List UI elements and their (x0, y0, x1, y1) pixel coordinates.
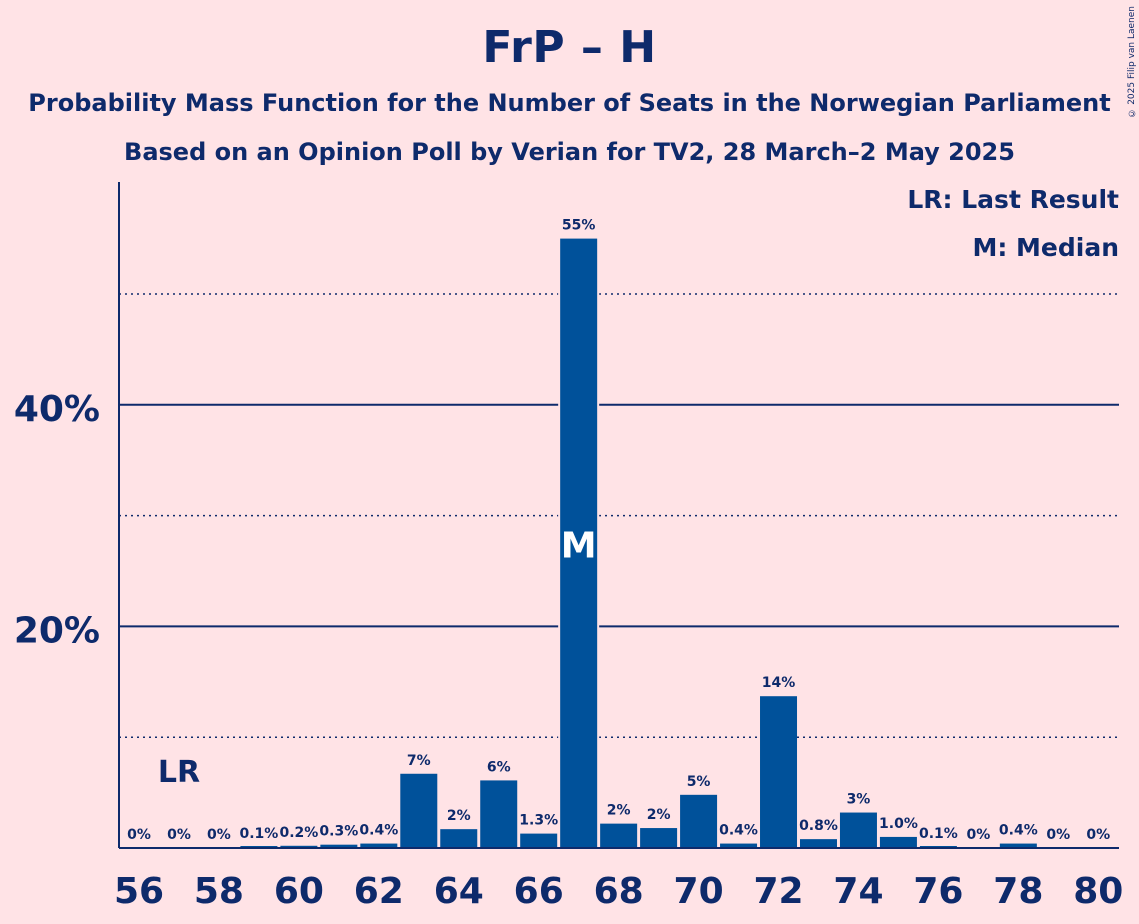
x-tick-label: 80 (1073, 871, 1123, 912)
data-label-68: 2% (607, 803, 631, 819)
chart-subtitle-line2: Based on an Opinion Poll by Verian for T… (124, 138, 1015, 166)
bar-66 (520, 833, 558, 848)
data-label-67: 55% (562, 218, 596, 234)
data-label-69: 2% (647, 807, 671, 823)
data-label-74: 3% (847, 792, 871, 808)
x-tick-label: 74 (833, 871, 883, 912)
data-label-58: 0% (207, 827, 231, 843)
x-tick-label: 76 (913, 871, 963, 912)
median-marker: M (561, 525, 597, 566)
data-label-64: 2% (447, 808, 471, 824)
chart-title: FrP – H (482, 22, 657, 73)
bar-60 (280, 845, 318, 848)
bar-71 (720, 843, 758, 848)
bar-63 (400, 773, 438, 848)
data-label-71: 0.4% (719, 823, 758, 839)
bar-65 (480, 780, 518, 848)
data-label-75: 1.0% (879, 816, 918, 832)
x-tick-label: 66 (514, 871, 564, 912)
bar-75 (879, 836, 917, 848)
last-result-marker: LR (158, 755, 200, 790)
x-tick-label: 60 (274, 871, 324, 912)
bar-73 (799, 839, 837, 848)
y-tick-label: 20% (14, 610, 100, 651)
data-label-72: 14% (762, 675, 796, 691)
bar-68 (600, 823, 638, 848)
x-tick-label: 78 (993, 871, 1043, 912)
bar-70 (680, 794, 718, 848)
data-label-56: 0% (127, 827, 151, 843)
data-label-65: 6% (487, 759, 511, 775)
data-label-80: 0% (1086, 827, 1110, 843)
bar-72 (760, 696, 798, 848)
x-tick-label: 58 (194, 871, 244, 912)
data-label-60: 0.2% (279, 825, 318, 841)
bar-61 (320, 844, 358, 848)
data-label-70: 5% (687, 774, 711, 790)
data-label-61: 0.3% (319, 824, 358, 840)
data-label-63: 7% (407, 753, 431, 769)
legend-last-result: LR: Last Result (907, 185, 1119, 214)
bar-74 (839, 812, 877, 848)
data-label-57: 0% (167, 827, 191, 843)
y-tick-label: 40% (14, 389, 100, 430)
data-label-73: 0.8% (799, 818, 838, 834)
bar-62 (360, 843, 398, 848)
bar-78 (999, 843, 1037, 848)
x-tick-label: 68 (594, 871, 644, 912)
x-tick-label: 70 (674, 871, 724, 912)
x-tick-label: 72 (753, 871, 803, 912)
bar-64 (440, 829, 478, 848)
data-label-79: 0% (1046, 827, 1070, 843)
data-label-59: 0.1% (239, 826, 278, 842)
data-label-62: 0.4% (359, 823, 398, 839)
x-tick-label: 62 (354, 871, 404, 912)
data-label-78: 0.4% (999, 823, 1038, 839)
data-label-66: 1.3% (519, 813, 558, 829)
data-label-76: 0.1% (919, 826, 958, 842)
bar-69 (640, 828, 678, 848)
chart-subtitle-line1: Probability Mass Function for the Number… (28, 89, 1111, 117)
legend-median: M: Median (972, 233, 1119, 262)
x-tick-label: 56 (114, 871, 164, 912)
data-label-77: 0% (966, 827, 990, 843)
x-tick-label: 64 (434, 871, 484, 912)
